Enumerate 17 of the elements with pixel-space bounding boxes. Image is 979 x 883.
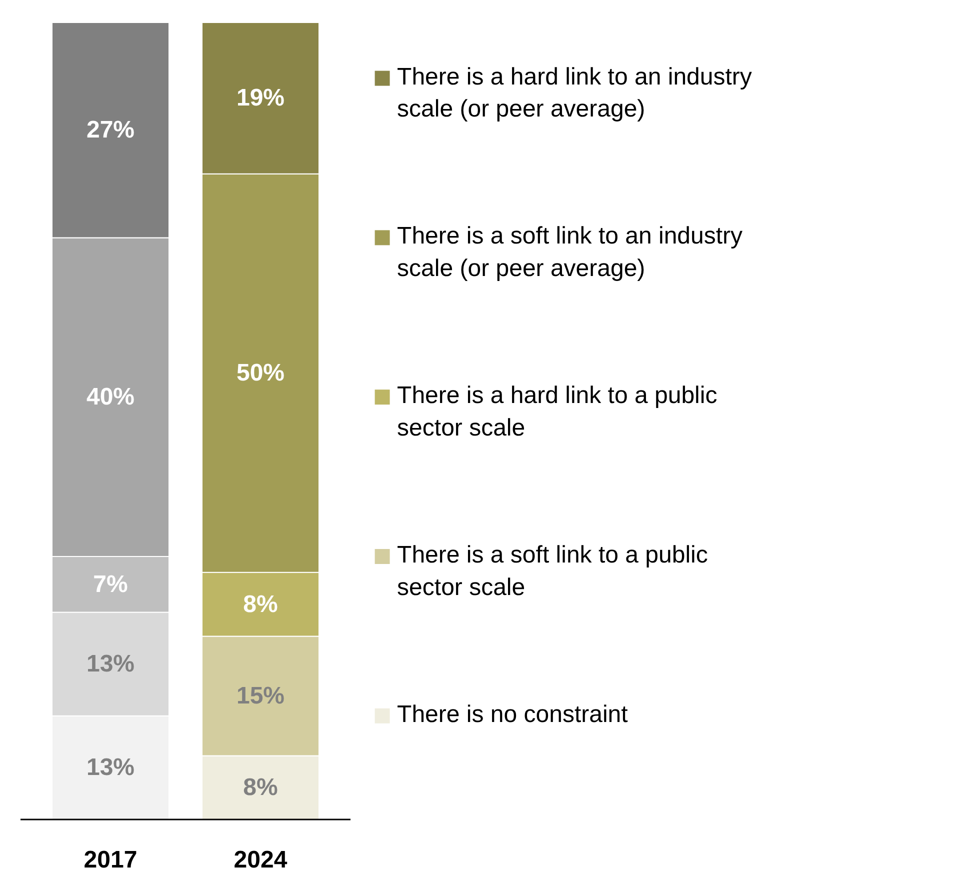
data-label: 15% xyxy=(236,682,285,710)
legend-label: There is a soft link to a public sector scale xyxy=(397,541,708,601)
legend-label: There is a soft link to an industry scale (or peer average) xyxy=(397,222,743,282)
legend-label: There is a hard link to an industry scale (or peer average) xyxy=(397,63,752,123)
data-label: 50% xyxy=(236,360,285,387)
legend-label: There is no constraint xyxy=(397,700,628,728)
data-label: 40% xyxy=(86,384,135,411)
data-label: 19% xyxy=(236,84,285,112)
data-label: 27% xyxy=(86,116,135,144)
legend-label: There is a hard link to a public sector scale xyxy=(397,382,718,442)
data-label: 8% xyxy=(243,590,278,618)
x-tick-label: 2024 xyxy=(234,846,288,874)
data-label: 13% xyxy=(86,650,135,678)
x-tick-label: 2017 xyxy=(84,846,138,874)
data-label: 8% xyxy=(243,774,278,802)
data-label: 13% xyxy=(86,754,135,782)
data-label: 7% xyxy=(93,570,128,598)
